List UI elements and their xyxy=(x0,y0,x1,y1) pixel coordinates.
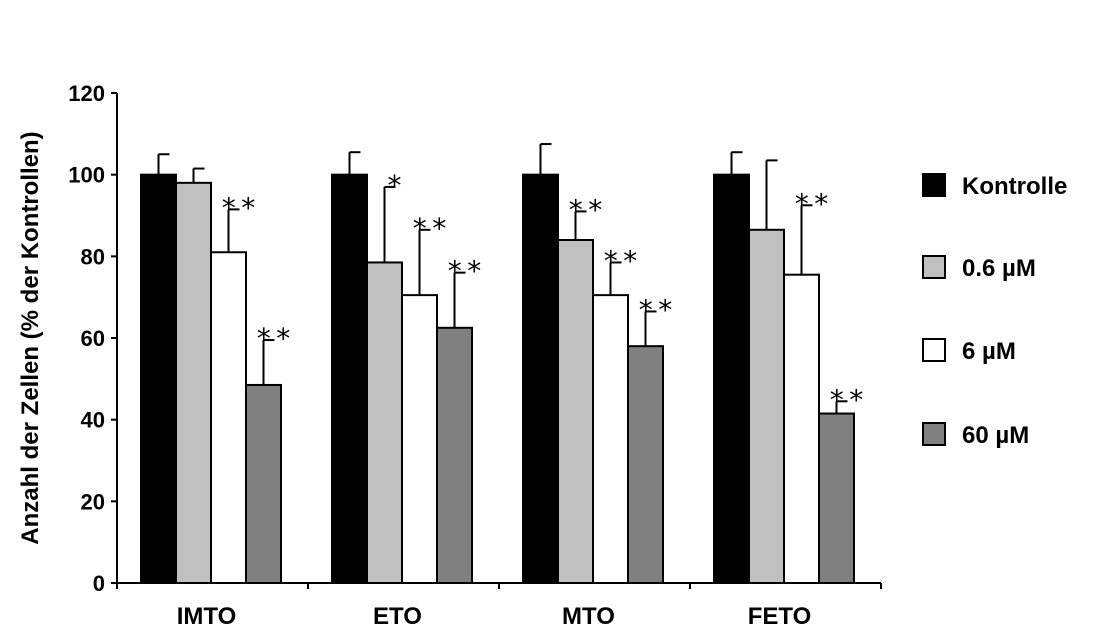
legend-label: 0.6 µM xyxy=(962,255,1036,282)
legend-swatch xyxy=(922,255,946,279)
bar xyxy=(331,173,368,585)
legend-label: Kontrolle xyxy=(962,173,1067,200)
legend-swatch xyxy=(922,173,946,197)
bar xyxy=(140,173,177,585)
legend-swatch xyxy=(922,422,946,446)
legend-label: 60 µM xyxy=(962,422,1029,449)
legend-swatch xyxy=(922,338,946,362)
x-tick-label: MTO xyxy=(562,603,615,627)
legend: Kontrolle 0.6 µM 6 µM 60 µM xyxy=(922,173,1067,449)
y-tick-label: 80 xyxy=(81,244,105,269)
bar xyxy=(713,173,750,585)
bar xyxy=(783,273,820,584)
significance-mark: * * xyxy=(448,255,482,288)
bar xyxy=(366,261,403,584)
significance-mark: * * xyxy=(257,322,291,355)
bar xyxy=(592,294,629,584)
significance-mark: * * xyxy=(604,244,638,277)
significance-mark: * * xyxy=(639,293,673,326)
y-tick-label: 60 xyxy=(81,326,105,351)
bar xyxy=(401,294,438,584)
y-tick-label: 100 xyxy=(68,163,105,188)
errorbars-layer xyxy=(157,143,848,414)
significance-mark: * * xyxy=(413,212,447,245)
x-tick-label: ETO xyxy=(373,603,422,627)
bar xyxy=(818,412,855,584)
significance-mark: * * xyxy=(795,187,829,220)
bar xyxy=(210,251,247,584)
bar xyxy=(748,228,785,585)
bar xyxy=(627,345,664,584)
x-tick-label: IMTO xyxy=(177,603,237,627)
significance-mark: * xyxy=(388,169,402,202)
y-axis-label: Anzahl der Zellen (% der Kontrollen) xyxy=(17,131,44,544)
axes-layer: 0 20 40 60 80 100 120 IMTO ETO MTO FETO xyxy=(68,81,882,627)
y-tick-label: 0 xyxy=(93,571,105,596)
bar xyxy=(175,181,212,584)
significance-mark: * * xyxy=(222,191,256,224)
y-tick-label: 20 xyxy=(81,489,105,514)
y-tick-label: 120 xyxy=(68,81,105,106)
bar xyxy=(436,326,473,584)
x-tick-label: FETO xyxy=(748,603,812,627)
significance-mark: * * xyxy=(830,383,864,416)
bar xyxy=(557,239,594,584)
y-tick-label: 40 xyxy=(81,408,105,433)
bar xyxy=(245,383,282,585)
bar xyxy=(522,173,559,585)
significance-layer: * ** *** ** ** ** ** ** ** * xyxy=(222,169,864,416)
legend-label: 6 µM xyxy=(962,338,1016,365)
significance-mark: * * xyxy=(569,193,603,226)
bars-layer xyxy=(140,173,855,585)
